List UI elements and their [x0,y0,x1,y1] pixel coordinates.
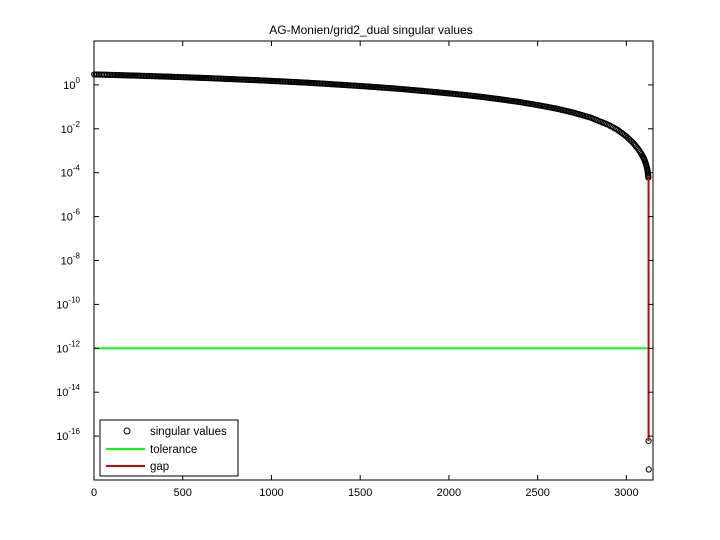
chart-title: AG-Monien/grid2_dual singular values [269,23,472,37]
x-tick-label: 1000 [259,487,283,499]
x-tick-label: 500 [174,487,192,499]
x-axis: 0 500 1000 1500 2000 2500 3000 [91,41,639,499]
x-tick-label: 2500 [525,487,549,499]
y-tick-label: 10-8 [61,252,81,268]
legend-label-tolerance: tolerance [150,444,197,456]
legend: singular values tolerance gap [99,419,239,477]
x-tick-label: 3000 [614,487,638,499]
y-tick-label: 10-12 [56,339,80,355]
legend-marker-singular-values [123,427,131,435]
x-tick-label: 1500 [348,487,372,499]
x-tick-label: 0 [91,487,97,499]
legend-label-singular-values: singular values [150,426,227,438]
y-tick-label: 10-10 [56,295,80,311]
axes-frame [93,40,654,481]
y-tick-label: 10-16 [56,427,80,443]
singular-value-marker [645,466,652,473]
x-tick-label: 2000 [437,487,461,499]
y-tick-label: 10-6 [61,208,81,224]
legend-label-gap: gap [150,461,169,473]
y-tick-label: 10-4 [61,164,81,180]
y-tick-label: 100 [63,76,80,92]
y-tick-label: 10-2 [61,120,81,136]
y-tick-label: 10-14 [56,383,80,399]
y-axis: 100 10-2 10-4 10-6 10-8 10-10 10-12 10-14 10-16 [56,76,653,443]
plot-area [91,71,652,473]
